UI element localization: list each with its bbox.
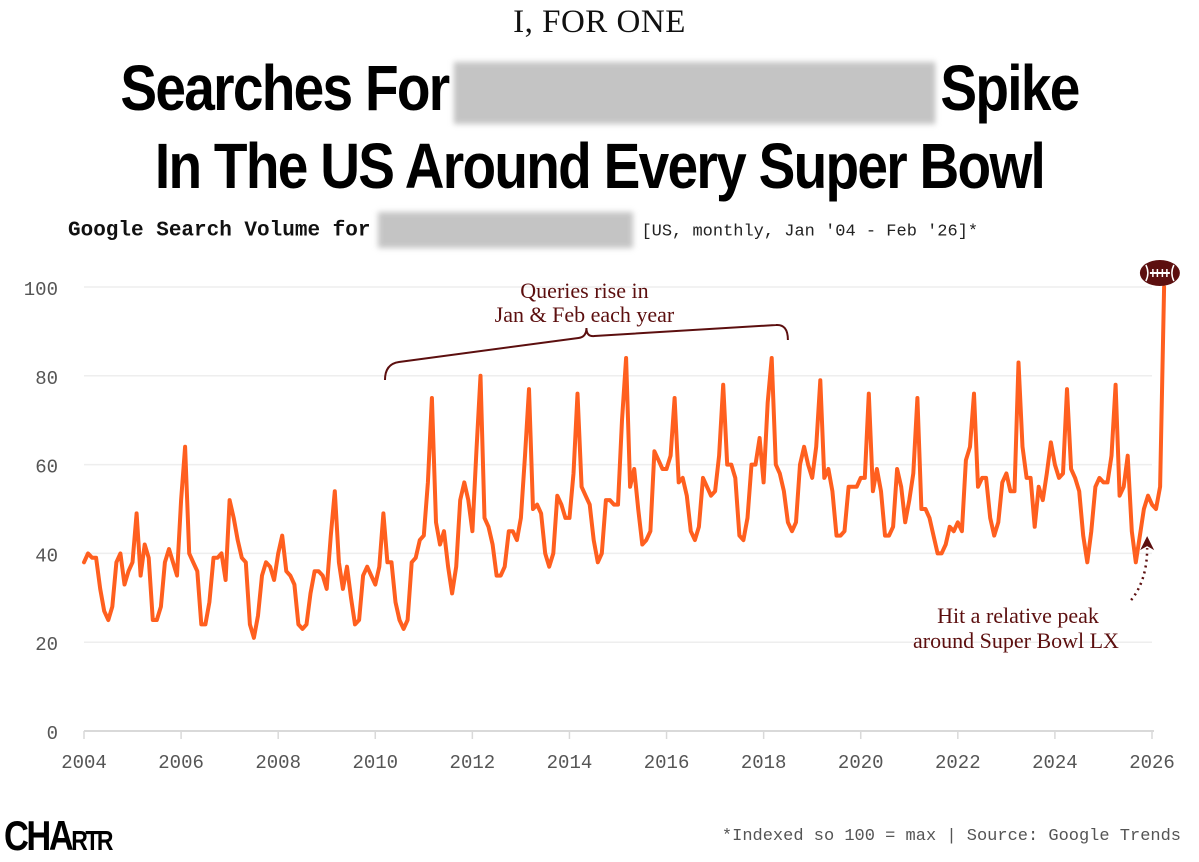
redacted-term — [453, 62, 936, 125]
source-note: *Indexed so 100 = max | Source: Google T… — [721, 827, 1181, 846]
x-tick-label: 2026 — [1129, 752, 1175, 774]
x-tick-label: 2006 — [158, 752, 204, 774]
y-tick-label: 60 — [35, 457, 58, 479]
football-stripe — [1145, 264, 1149, 282]
subtitle-detail: [US, monthly, Jan '04 - Feb '26]* — [641, 222, 979, 242]
y-tick-label: 100 — [24, 279, 58, 301]
football-icon — [1139, 260, 1180, 286]
title-suffix: Spike — [940, 52, 1080, 124]
kicker: I, FOR ONE — [513, 4, 686, 40]
subtitle-label: Google Search Volume for — [68, 219, 371, 243]
line-chart: 0 20 40 60 80 100 2004 2006 2008 2010 2012 2014 201… — [24, 260, 1180, 774]
x-tick-label: 2004 — [61, 752, 107, 774]
annotation-text: around Super Bowl LX — [913, 628, 1119, 653]
x-axis: 2004 2006 2008 2010 2012 2014 2016 2018 2020 2022… — [61, 730, 1175, 774]
x-tick-label: 2012 — [450, 752, 496, 774]
series-line — [82, 285, 1167, 640]
bracket — [383, 323, 789, 381]
title-line-1: Searches For Spike — [84, 50, 1115, 126]
y-tick-label: 20 — [35, 634, 58, 656]
title-line-2: In The US Around Every Super Bowl — [154, 130, 1046, 202]
redacted-subtitle-term — [378, 212, 634, 248]
annotation-text: Hit a relative peak — [937, 603, 1099, 628]
y-tick-label: 0 — [47, 723, 58, 745]
y-axis-ticks: 0 20 40 60 80 100 — [24, 279, 58, 745]
annotation-text: Jan & Feb each year — [495, 302, 675, 327]
y-tick-label: 80 — [35, 368, 58, 390]
annotation-text: Queries rise in — [520, 278, 648, 303]
y-tick-label: 40 — [35, 545, 58, 567]
x-tick-label: 2014 — [547, 752, 593, 774]
subtitle: Google Search Volume for [US, monthly, Ja… — [68, 212, 978, 248]
x-tick-label: 2024 — [1032, 752, 1078, 774]
x-tick-label: 2016 — [644, 752, 690, 774]
x-tick-label: 2010 — [352, 752, 398, 774]
title-prefix: Searches For — [120, 52, 450, 124]
chartr-logo: CHARTR — [4, 812, 113, 859]
arrow-head — [1140, 536, 1155, 551]
x-tick-label: 2022 — [935, 752, 981, 774]
x-tick-label: 2018 — [741, 752, 787, 774]
x-tick-label: 2008 — [255, 752, 301, 774]
football-stripe — [1171, 264, 1175, 282]
x-tick-label: 2020 — [838, 752, 884, 774]
